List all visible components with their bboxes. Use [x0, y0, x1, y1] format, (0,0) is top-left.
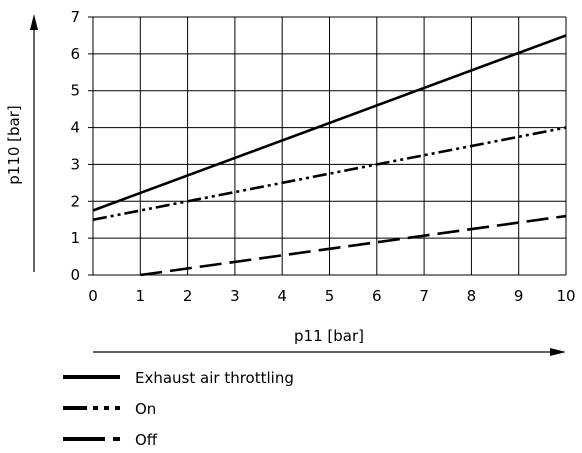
legend-label: Off	[135, 431, 158, 449]
x-axis-label: p11 [bar]	[294, 327, 364, 345]
x-tick-label: 10	[556, 287, 575, 305]
y-tick-label: 1	[70, 229, 80, 247]
legend-item: Exhaust air throttling	[63, 369, 294, 387]
y-tick-label: 0	[70, 266, 80, 284]
x-tick-label: 3	[230, 287, 240, 305]
x-tick-label: 4	[277, 287, 287, 305]
legend-item: Off	[63, 431, 158, 449]
x-tick-label: 2	[183, 287, 193, 305]
grid	[88, 16, 567, 276]
x-tick-label: 8	[467, 287, 477, 305]
y-tick-labels: 0 1 2 3 4 5 6 7	[70, 8, 80, 284]
x-tick-label: 1	[136, 287, 146, 305]
x-axis-arrow-head	[550, 348, 566, 356]
series-line	[140, 214, 567, 277]
x-tick-labels: 0 1 2 3 4 5 6 7 8 9 10	[88, 287, 575, 305]
x-tick-label: 7	[419, 287, 429, 305]
y-tick-label: 6	[70, 45, 80, 63]
legend-label: Exhaust air throttling	[135, 369, 294, 387]
legend-label: On	[135, 400, 156, 418]
series-lines	[92, 34, 567, 277]
legend: Exhaust air throttling On Off	[63, 369, 294, 449]
legend-item: On	[63, 400, 156, 418]
y-tick-label: 3	[70, 155, 80, 173]
y-tick-label: 2	[70, 192, 80, 210]
y-axis-label: p110 [bar]	[5, 105, 23, 185]
y-axis-arrow-head	[30, 14, 38, 30]
x-tick-label: 5	[325, 287, 335, 305]
series-line	[92, 34, 567, 212]
x-tick-label: 6	[372, 287, 382, 305]
y-tick-label: 7	[70, 8, 80, 26]
x-tick-label: 9	[514, 287, 524, 305]
x-tick-label: 0	[88, 287, 98, 305]
y-tick-label: 4	[70, 119, 80, 137]
y-tick-label: 5	[70, 82, 80, 100]
